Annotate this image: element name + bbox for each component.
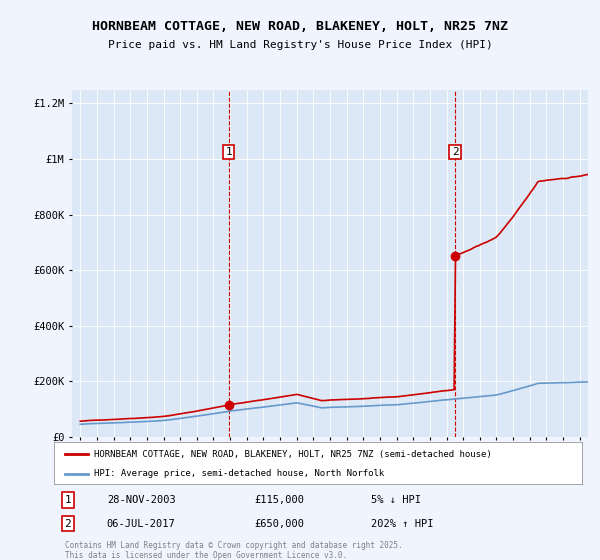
Text: 2: 2: [65, 519, 71, 529]
Text: HORNBEAM COTTAGE, NEW ROAD, BLAKENEY, HOLT, NR25 7NZ: HORNBEAM COTTAGE, NEW ROAD, BLAKENEY, HO…: [92, 20, 508, 32]
Text: 202% ↑ HPI: 202% ↑ HPI: [371, 519, 433, 529]
Text: HPI: Average price, semi-detached house, North Norfolk: HPI: Average price, semi-detached house,…: [94, 469, 384, 478]
Text: 28-NOV-2003: 28-NOV-2003: [107, 495, 176, 505]
Text: £650,000: £650,000: [254, 519, 305, 529]
Text: 2: 2: [452, 147, 458, 157]
Text: HORNBEAM COTTAGE, NEW ROAD, BLAKENEY, HOLT, NR25 7NZ (semi-detached house): HORNBEAM COTTAGE, NEW ROAD, BLAKENEY, HO…: [94, 450, 491, 459]
Text: £115,000: £115,000: [254, 495, 305, 505]
Text: 1: 1: [225, 147, 232, 157]
Text: 1: 1: [65, 495, 71, 505]
Text: Price paid vs. HM Land Registry's House Price Index (HPI): Price paid vs. HM Land Registry's House …: [107, 40, 493, 50]
Text: 06-JUL-2017: 06-JUL-2017: [107, 519, 176, 529]
Text: 5% ↓ HPI: 5% ↓ HPI: [371, 495, 421, 505]
Text: Contains HM Land Registry data © Crown copyright and database right 2025.
This d: Contains HM Land Registry data © Crown c…: [65, 540, 402, 560]
